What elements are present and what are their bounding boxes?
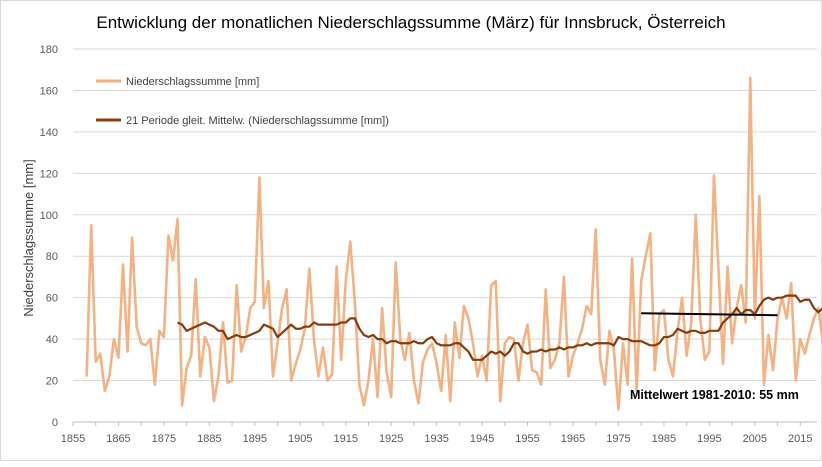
legend-label-moving-average: 21 Periode gleit. Mittelw. (Niederschlag… (126, 115, 389, 127)
series-niederschlag-line (85, 76, 822, 411)
x-tick-label: 1945 (470, 433, 494, 445)
x-tick-label: 1885 (197, 433, 221, 445)
x-tick-label: 2015 (788, 433, 812, 445)
x-tick-label: 1895 (243, 433, 267, 445)
y-axis-label: Niederschlagssumme [mm] (21, 159, 36, 317)
x-tick-label: 1965 (561, 433, 585, 445)
x-tick-labels: 1855 1865 1875 1885 1895 1905 1915 1925 1935 1945… (61, 433, 813, 445)
x-tick-label: 1855 (61, 433, 85, 445)
mean-annotation: Mittelwert 1981-2010: 55 mm (630, 388, 799, 402)
chart-title: Entwicklung der monatlichen Niederschlag… (96, 13, 725, 32)
y-tick-label: 0 (52, 417, 58, 429)
y-tick-label: 140 (40, 127, 58, 139)
y-tick-labels: 0 20 40 60 80 100 120 140 160 180 (40, 44, 58, 429)
x-tick-label: 1955 (515, 433, 539, 445)
series-moving-average-line (177, 294, 822, 361)
x-tick-label: 1865 (106, 433, 130, 445)
series-mean-1981-2010-line (641, 312, 778, 317)
y-tick-label: 180 (40, 44, 58, 56)
y-tick-label: 40 (46, 334, 58, 346)
y-tick-label: 160 (40, 85, 58, 97)
x-tick-label: 1915 (333, 433, 357, 445)
x-tick-label: 1925 (379, 433, 403, 445)
y-tick-label: 80 (46, 251, 58, 263)
x-tick-label: 2005 (743, 433, 767, 445)
y-tick-label: 100 (40, 210, 58, 222)
x-tick-label: 1975 (606, 433, 630, 445)
y-tick-label: 20 (46, 376, 58, 388)
y-tick-label: 60 (46, 293, 58, 305)
x-tick-label: 1995 (697, 433, 721, 445)
x-tick-label: 1985 (652, 433, 676, 445)
legend: Niederschlagssumme [mm] 21 Periode gleit… (96, 76, 389, 127)
x-tick-label: 1935 (424, 433, 448, 445)
x-tick-label: 1905 (288, 433, 312, 445)
legend-label-niederschlag: Niederschlagssumme [mm] (126, 76, 259, 88)
x-tick-label: 1875 (152, 433, 176, 445)
grid-layer (72, 48, 817, 426)
y-tick-label: 120 (40, 168, 58, 180)
